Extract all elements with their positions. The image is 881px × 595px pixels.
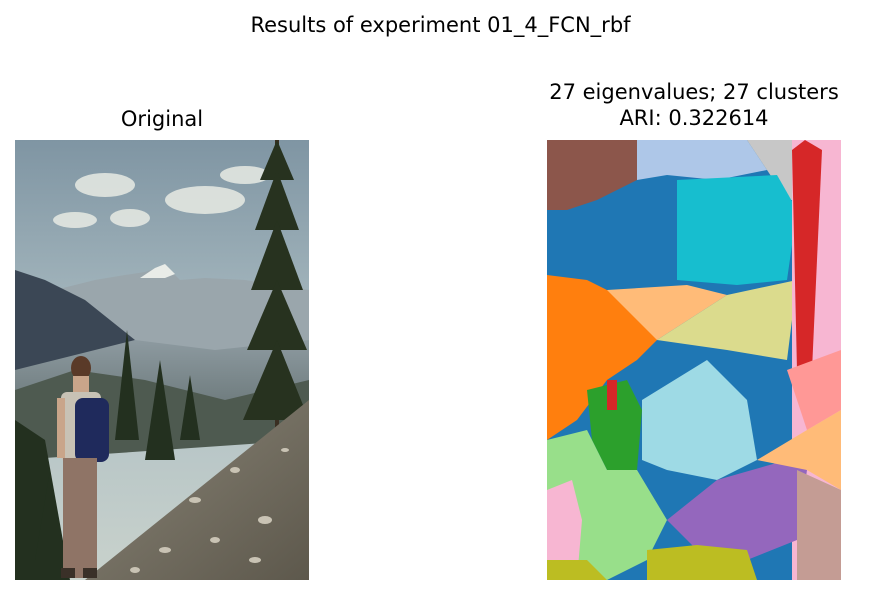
cluster-region xyxy=(642,360,757,480)
cluster-region xyxy=(547,140,637,210)
hiker xyxy=(57,356,109,578)
cluster-region xyxy=(547,560,607,580)
cluster-region xyxy=(677,175,797,285)
cluster-region xyxy=(797,470,841,580)
cluster-region xyxy=(792,140,822,370)
cluster-region xyxy=(607,380,617,410)
clouds xyxy=(53,166,270,228)
cluster-region xyxy=(547,480,582,580)
result-panel-title: 27 eigenvalues; 27 clusters ARI: 0.32261… xyxy=(500,79,881,131)
cluster-region xyxy=(667,460,807,560)
cluster-region xyxy=(657,280,797,360)
cluster-region xyxy=(637,140,767,180)
cluster-region xyxy=(757,410,841,490)
original-panel-title: Original xyxy=(120,107,204,131)
forest xyxy=(15,330,200,580)
original-photo xyxy=(15,140,309,580)
rocks xyxy=(130,448,289,573)
cluster-region xyxy=(547,275,657,440)
cluster-region xyxy=(647,545,757,580)
cluster-region xyxy=(787,350,841,430)
result-title-ari: ARI: 0.322614 xyxy=(619,106,769,130)
result-title-eigen-clusters: 27 eigenvalues; 27 clusters xyxy=(549,80,839,104)
tall-tree xyxy=(243,140,309,440)
segmentation-map xyxy=(547,140,841,580)
cluster-region xyxy=(587,380,642,470)
figure-suptitle: Results of experiment 01_4_FCN_rbf xyxy=(250,13,631,37)
cluster-region xyxy=(607,285,727,340)
